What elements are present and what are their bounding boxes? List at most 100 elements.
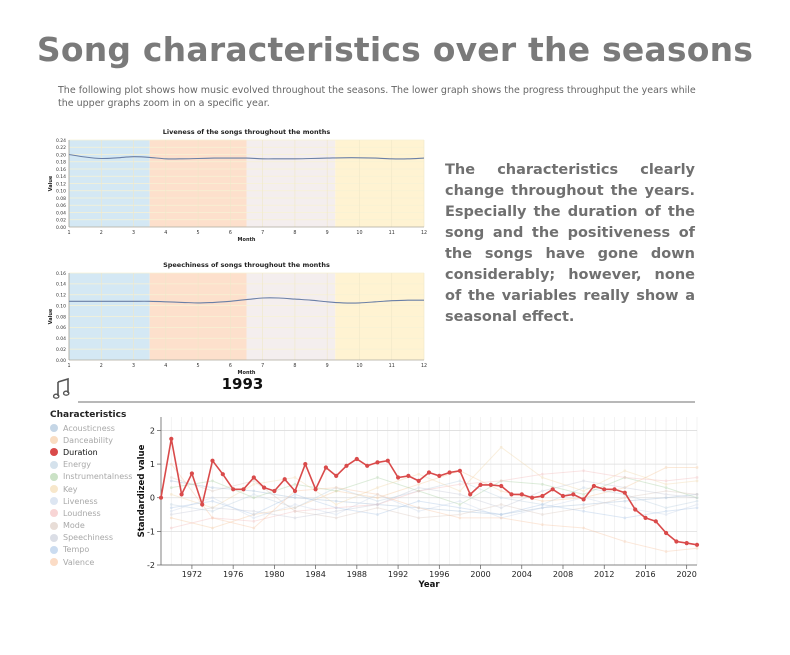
duration-point: [375, 460, 380, 465]
energy-line: [171, 480, 698, 512]
duration-point: [664, 530, 669, 536]
page-title: Song characteristics over the seasons: [36, 30, 754, 69]
tempo-point: [664, 509, 668, 513]
legend-swatch: [50, 424, 58, 433]
legend-label: Valence: [63, 557, 95, 567]
music-note-icon[interactable]: [52, 377, 71, 400]
mode-point: [376, 506, 379, 510]
x-tick-label: 1980: [264, 570, 284, 579]
year-slider-track[interactable]: [78, 401, 695, 403]
speechiness-point: [499, 506, 503, 510]
acousticness-point: [211, 486, 214, 489]
key-point: [334, 503, 338, 506]
duration-point: [210, 458, 215, 463]
yearly-trend-chart[interactable]: -2 -1 0 1 2 1972 1976 1980 1984 1988 1992 1996 2000 2…: [130, 407, 705, 597]
x-tick-label: 5: [197, 363, 200, 369]
legend-item-tempo[interactable]: Tempo: [50, 544, 160, 556]
key-point: [211, 506, 214, 510]
duration-point: [354, 456, 359, 462]
duration-point: [272, 488, 277, 494]
tempo-point: [376, 513, 379, 516]
duration-point: [488, 482, 493, 487]
legend-item-danceability[interactable]: Danceability: [50, 434, 160, 446]
series-tempo: [169, 493, 699, 520]
speechiness-point: [417, 486, 421, 489]
legend-item-energy[interactable]: Energy: [50, 459, 160, 471]
x-axis-label: Month: [238, 237, 256, 243]
mode-line: [171, 477, 698, 519]
legend-item-instrumentalness[interactable]: Instrumentalness: [50, 471, 160, 483]
energy-point: [458, 479, 462, 483]
danceability-point: [417, 482, 421, 486]
duration-point: [323, 465, 328, 470]
legend-items: Acousticness Danceability Duration Energy In…: [50, 422, 160, 568]
legend-label: Acousticness: [63, 423, 115, 433]
duration-point: [189, 471, 194, 476]
x-tick-label: 1992: [388, 570, 408, 579]
legend-item-duration[interactable]: Duration: [50, 446, 160, 458]
duration-point: [560, 493, 566, 499]
mode-point: [417, 516, 421, 520]
key-point: [623, 469, 627, 473]
y-tick-label: 0.12: [56, 181, 66, 187]
danceability-point: [252, 513, 256, 516]
legend-item-speechiness[interactable]: Speechiness: [50, 532, 160, 544]
legend-title: Characteristics: [50, 410, 127, 420]
legend-item-liveness[interactable]: Liveness: [50, 495, 160, 507]
speechiness-point: [376, 503, 379, 506]
instrumentalness-point: [334, 489, 338, 493]
y-axis-label: Value: [48, 175, 54, 191]
y-tick-label: 0.12: [56, 293, 66, 299]
liveness-point: [623, 506, 627, 510]
tempo-point: [695, 506, 699, 510]
duration-point: [334, 473, 339, 478]
series-speechiness: [169, 479, 699, 520]
legend-item-loudness[interactable]: Loudness: [50, 507, 160, 519]
instrumentalness-point: [499, 479, 503, 483]
duration-point: [396, 475, 401, 480]
legend-item-acousticness[interactable]: Acousticness: [50, 422, 160, 434]
legend-item-key[interactable]: Key: [50, 483, 160, 495]
legend-label: Tempo: [63, 545, 90, 555]
tempo-point: [541, 503, 544, 506]
speechiness-line: [171, 480, 698, 519]
x-tick-label: 1984: [305, 570, 325, 579]
liveness-month-chart: Liveness of the songs throughout the mon…: [48, 128, 427, 243]
loudness-point: [376, 503, 379, 506]
liveness-point: [334, 513, 338, 516]
key-point: [376, 486, 379, 489]
valence-point: [169, 462, 173, 466]
x-tick-label: 2012: [594, 570, 614, 579]
instrumentalness-point: [541, 482, 544, 486]
x-tick-label: 2: [100, 363, 103, 369]
legend-item-valence[interactable]: Valence: [50, 556, 160, 568]
legend-label: Duration: [63, 447, 98, 457]
speechiness-point: [664, 493, 668, 496]
tempo-point: [623, 516, 627, 520]
duration-point: [457, 468, 462, 473]
mode-point: [252, 479, 256, 483]
x-tick-label: 2004: [512, 570, 532, 579]
series-key: [169, 445, 699, 510]
loudness-point: [664, 479, 668, 483]
instrumentalness-point: [695, 496, 699, 500]
speechiness-point: [252, 509, 256, 513]
liveness-line: [68, 153, 425, 160]
legend-item-mode[interactable]: Mode: [50, 520, 160, 532]
danceability-point: [664, 466, 668, 469]
legend-label: Mode: [63, 521, 85, 531]
duration-point: [643, 515, 648, 520]
energy-point: [211, 509, 214, 513]
valence-point: [541, 523, 544, 526]
x-tick-label: 11: [389, 363, 395, 369]
loudness-point: [417, 489, 421, 493]
y-axis-label: Value: [48, 308, 54, 324]
energy-point: [169, 503, 173, 506]
y-tick-label: 0.00: [56, 225, 66, 231]
y-tick-label: 0.04: [56, 336, 66, 342]
y-tick-label: 0.18: [56, 160, 66, 166]
duration-point: [602, 487, 607, 492]
tempo-point: [582, 509, 585, 513]
duration-point: [313, 487, 318, 492]
x-tick-label: 10: [356, 230, 362, 236]
